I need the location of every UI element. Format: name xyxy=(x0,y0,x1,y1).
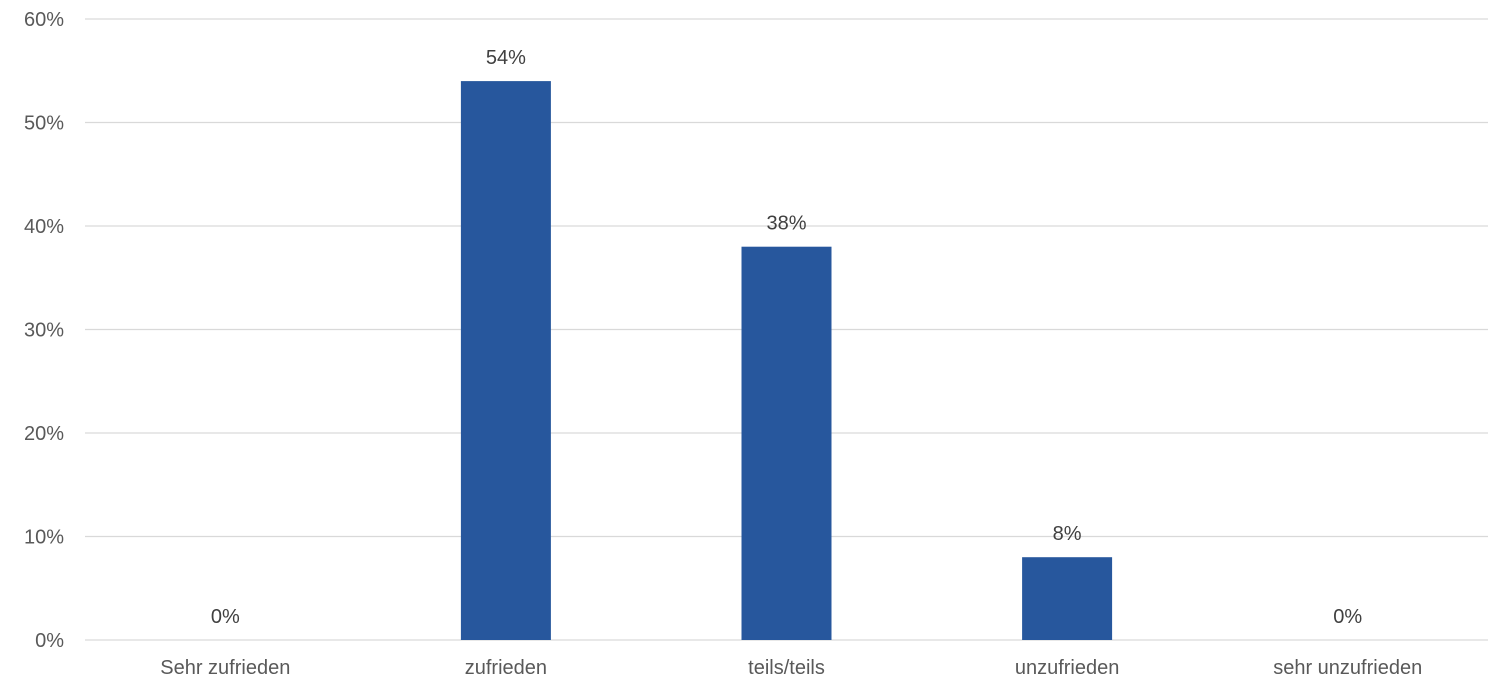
y-tick-label: 30% xyxy=(24,320,64,342)
y-tick-label: 0% xyxy=(35,630,64,652)
category-label: teils/teils xyxy=(748,657,825,679)
data-label: 54% xyxy=(486,47,526,69)
category-label: zufrieden xyxy=(465,657,547,679)
data-labels: 0% 54% 38% 8% 0% xyxy=(211,47,1363,628)
y-tick-label: 10% xyxy=(24,527,64,549)
data-label: 38% xyxy=(766,213,806,235)
category-label: sehr unzufrieden xyxy=(1273,657,1422,679)
y-tick-label: 40% xyxy=(24,216,64,238)
bar xyxy=(741,246,832,640)
category-label: Sehr zufrieden xyxy=(160,657,290,679)
bars xyxy=(460,81,1113,641)
y-tick-label: 20% xyxy=(24,423,64,445)
data-label: 0% xyxy=(1333,606,1362,628)
category-label: unzufrieden xyxy=(1015,657,1120,679)
data-label: 8% xyxy=(1053,523,1082,545)
bar xyxy=(460,81,551,641)
y-tick-label: 60% xyxy=(24,9,64,31)
x-axis-category-labels: Sehr zufrieden zufrieden teils/teils unzufr… xyxy=(160,657,1422,679)
y-axis-tick-labels: 0% 10% 20% 30% 40% 50% 60% xyxy=(24,9,64,652)
bar xyxy=(1022,557,1113,640)
data-label: 0% xyxy=(211,606,240,628)
y-tick-label: 50% xyxy=(24,113,64,135)
